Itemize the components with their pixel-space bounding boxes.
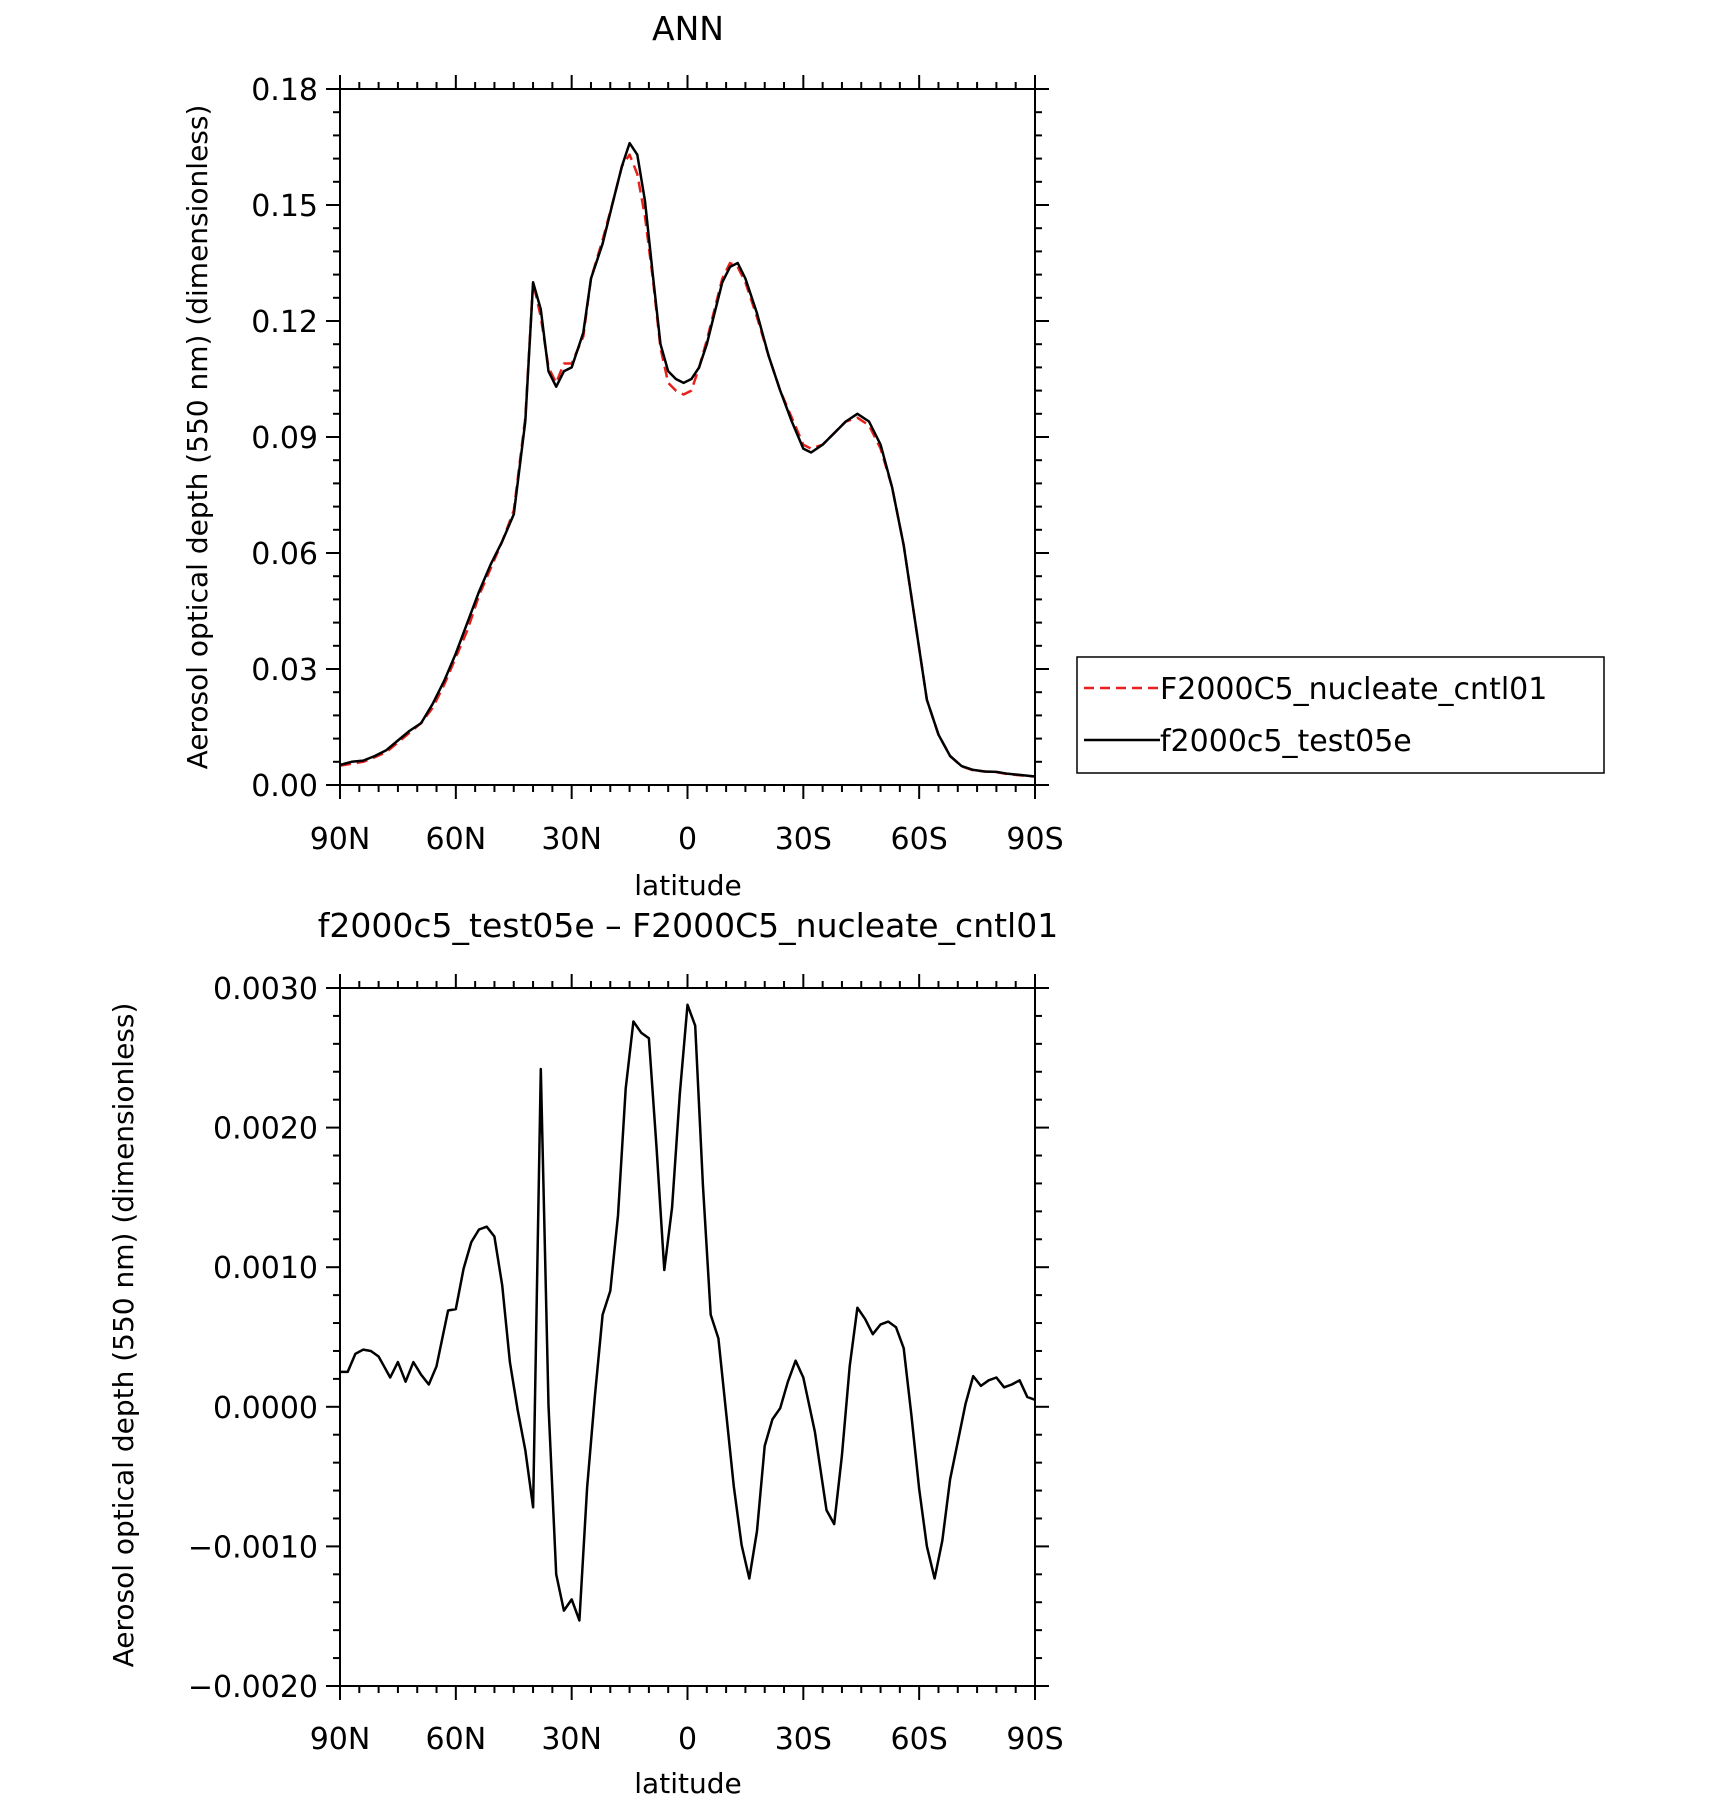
y-tick-label: 0.12 <box>251 305 318 340</box>
y-tick-label: 0.03 <box>251 653 318 688</box>
x-tick-label: 60N <box>426 822 487 857</box>
legend-label-cntl01: F2000C5_nucleate_cntl01 <box>1160 672 1547 707</box>
x-tick-label: 90N <box>310 1722 371 1757</box>
series-group <box>340 1003 1036 1622</box>
y-tick-label: 0.0030 <box>213 972 318 1007</box>
x-tick-label: 0 <box>678 822 697 857</box>
y-tick-label: 0.09 <box>251 421 318 456</box>
series-line-difference <box>340 1003 1036 1622</box>
legend: F2000C5_nucleate_cntl01 f2000c5_test05e <box>1076 656 1605 774</box>
y-axis-title: Aerosol optical depth (550 nm) (dimensio… <box>181 105 214 770</box>
panel-title: f2000c5_test05e – F2000C5_nucleate_cntl0… <box>318 906 1058 945</box>
y-tick-label: 0.0010 <box>213 1251 318 1286</box>
panel-title: ANN <box>652 9 724 48</box>
y-tick-label: 0.06 <box>251 537 318 572</box>
y-axis-title: Aerosol optical depth (550 nm) (dimensio… <box>107 1003 140 1668</box>
x-tick-label: 60S <box>891 822 948 857</box>
x-tick-label: 60S <box>891 1722 948 1757</box>
x-tick-label: 30S <box>775 1722 832 1757</box>
panel-difference: f2000c5_test05e – F2000C5_nucleate_cntl0… <box>107 906 1064 1800</box>
axis-ticks: 90N 60N 30N 0 30S 60S 90S 0.00 0.03 0.06 0.09 0.12 0… <box>251 73 1063 857</box>
y-tick-label: 0.18 <box>251 73 318 108</box>
series-line-f2000c5_test05e <box>339 141 1036 778</box>
y-tick-label: −0.0010 <box>188 1530 318 1565</box>
x-axis-title: latitude <box>634 869 741 902</box>
panel-annual-mean: ANN 90N 60N 30N 0 30S 60S 90S 0.00 0.03 0.06 0.09 0… <box>181 9 1605 902</box>
x-tick-label: 60N <box>426 1722 487 1757</box>
x-tick-label: 90S <box>1006 822 1063 857</box>
y-tick-label: −0.0020 <box>188 1670 318 1705</box>
legend-label-test05e: f2000c5_test05e <box>1160 724 1412 759</box>
series-group <box>339 141 1036 778</box>
x-tick-label: 90N <box>310 822 371 857</box>
x-axis-title: latitude <box>634 1767 741 1800</box>
x-tick-label: 30N <box>541 822 602 857</box>
x-tick-label: 30S <box>775 822 832 857</box>
axis-ticks: 90N 60N 30N 0 30S 60S 90S −0.0020 −0.0010 0.0000 0… <box>188 972 1064 1757</box>
legend-box <box>1076 656 1605 774</box>
y-tick-label: 0.15 <box>251 189 318 224</box>
x-tick-label: 30N <box>541 1722 602 1757</box>
y-tick-label: 0.0020 <box>213 1112 318 1147</box>
x-tick-label: 0 <box>678 1722 697 1757</box>
x-tick-label: 90S <box>1006 1722 1063 1757</box>
plot-frame <box>339 987 1036 1687</box>
y-tick-label: 0.0000 <box>213 1391 318 1426</box>
y-tick-label: 0.00 <box>251 769 318 804</box>
